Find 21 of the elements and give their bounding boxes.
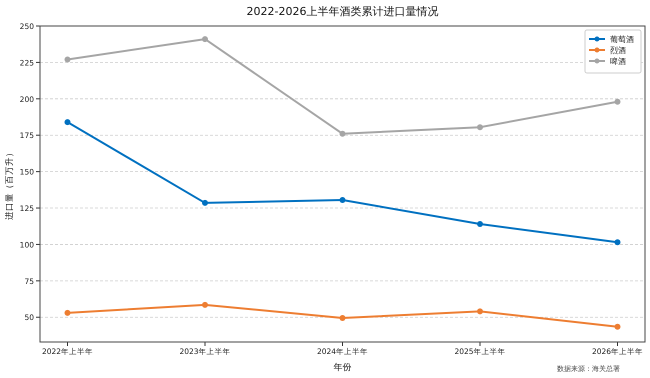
x-axis-title: 年份	[334, 362, 352, 373]
point	[340, 130, 346, 137]
chart-title: 2022-2026上半年酒类累计进口量情况	[246, 5, 438, 18]
point	[477, 124, 483, 130]
point	[614, 324, 620, 330]
point	[614, 239, 620, 246]
point	[477, 308, 483, 314]
legend-label: 葡萄酒	[610, 35, 634, 44]
point	[64, 310, 70, 316]
point	[64, 119, 70, 126]
point	[340, 197, 346, 204]
legend-label: 烈酒	[610, 46, 626, 55]
legend-label: 啤酒	[610, 57, 626, 66]
point	[477, 221, 483, 228]
point	[202, 36, 208, 42]
point	[202, 200, 208, 206]
point	[614, 98, 620, 105]
point	[340, 314, 346, 321]
point	[202, 302, 208, 308]
y-axis-title: 进口量（百万升）	[4, 148, 15, 220]
point	[64, 56, 70, 62]
